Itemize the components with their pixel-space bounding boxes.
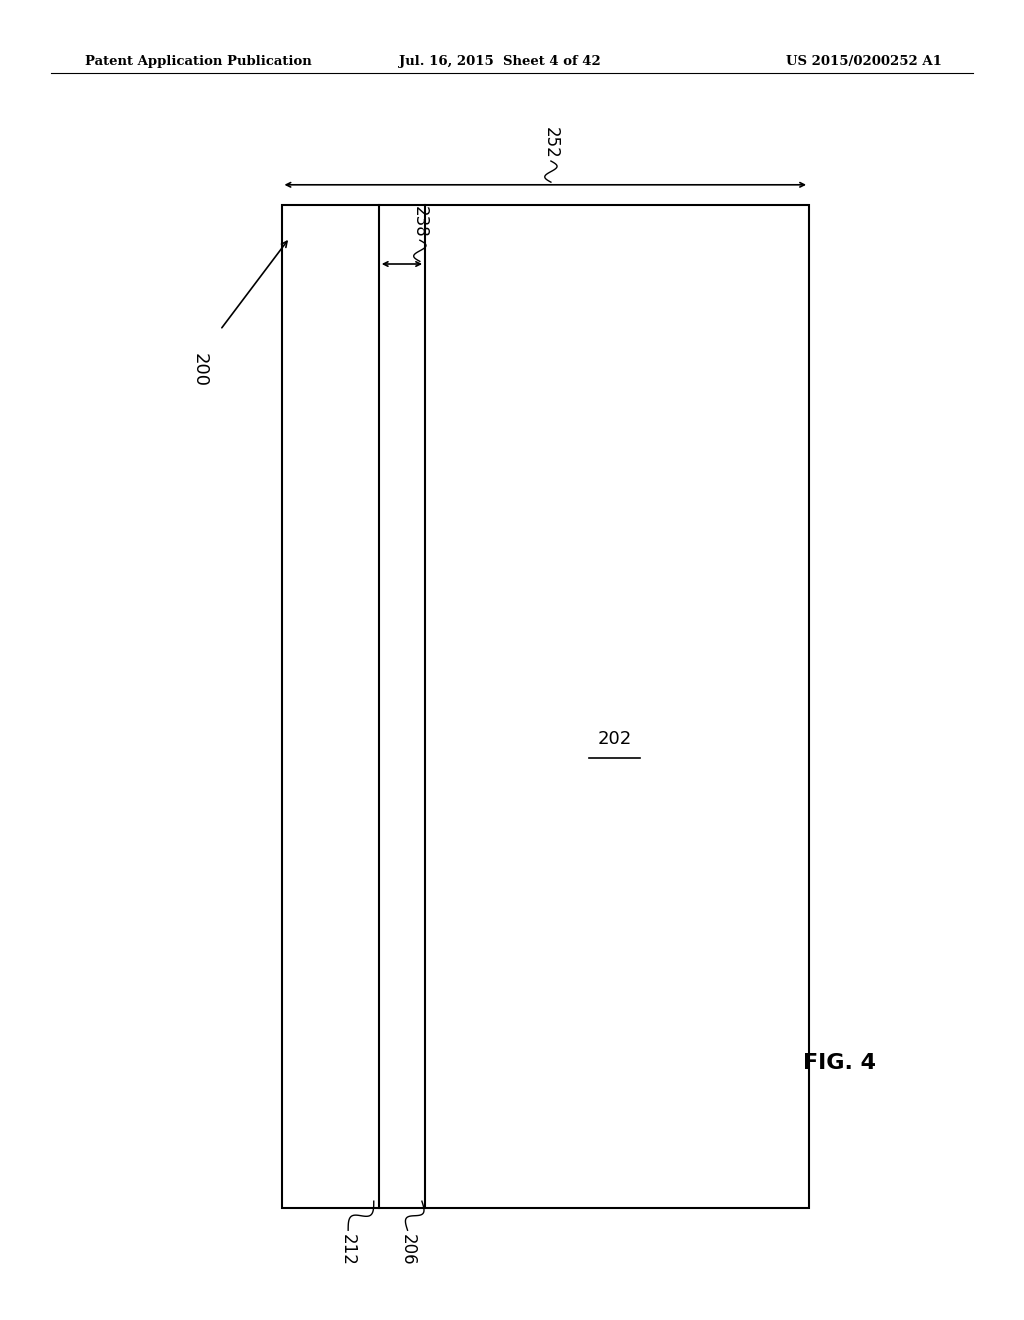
Text: Jul. 16, 2015  Sheet 4 of 42: Jul. 16, 2015 Sheet 4 of 42: [399, 55, 601, 69]
Text: 206: 206: [398, 1234, 417, 1266]
Text: US 2015/0200252 A1: US 2015/0200252 A1: [786, 55, 942, 69]
Text: 212: 212: [339, 1234, 357, 1266]
Text: 252: 252: [542, 127, 560, 158]
Text: 200: 200: [190, 352, 209, 387]
Text: 202: 202: [597, 730, 632, 748]
Text: FIG. 4: FIG. 4: [803, 1052, 877, 1073]
Text: Patent Application Publication: Patent Application Publication: [85, 55, 311, 69]
Bar: [282, 205, 809, 1208]
Text: 238: 238: [411, 206, 429, 238]
